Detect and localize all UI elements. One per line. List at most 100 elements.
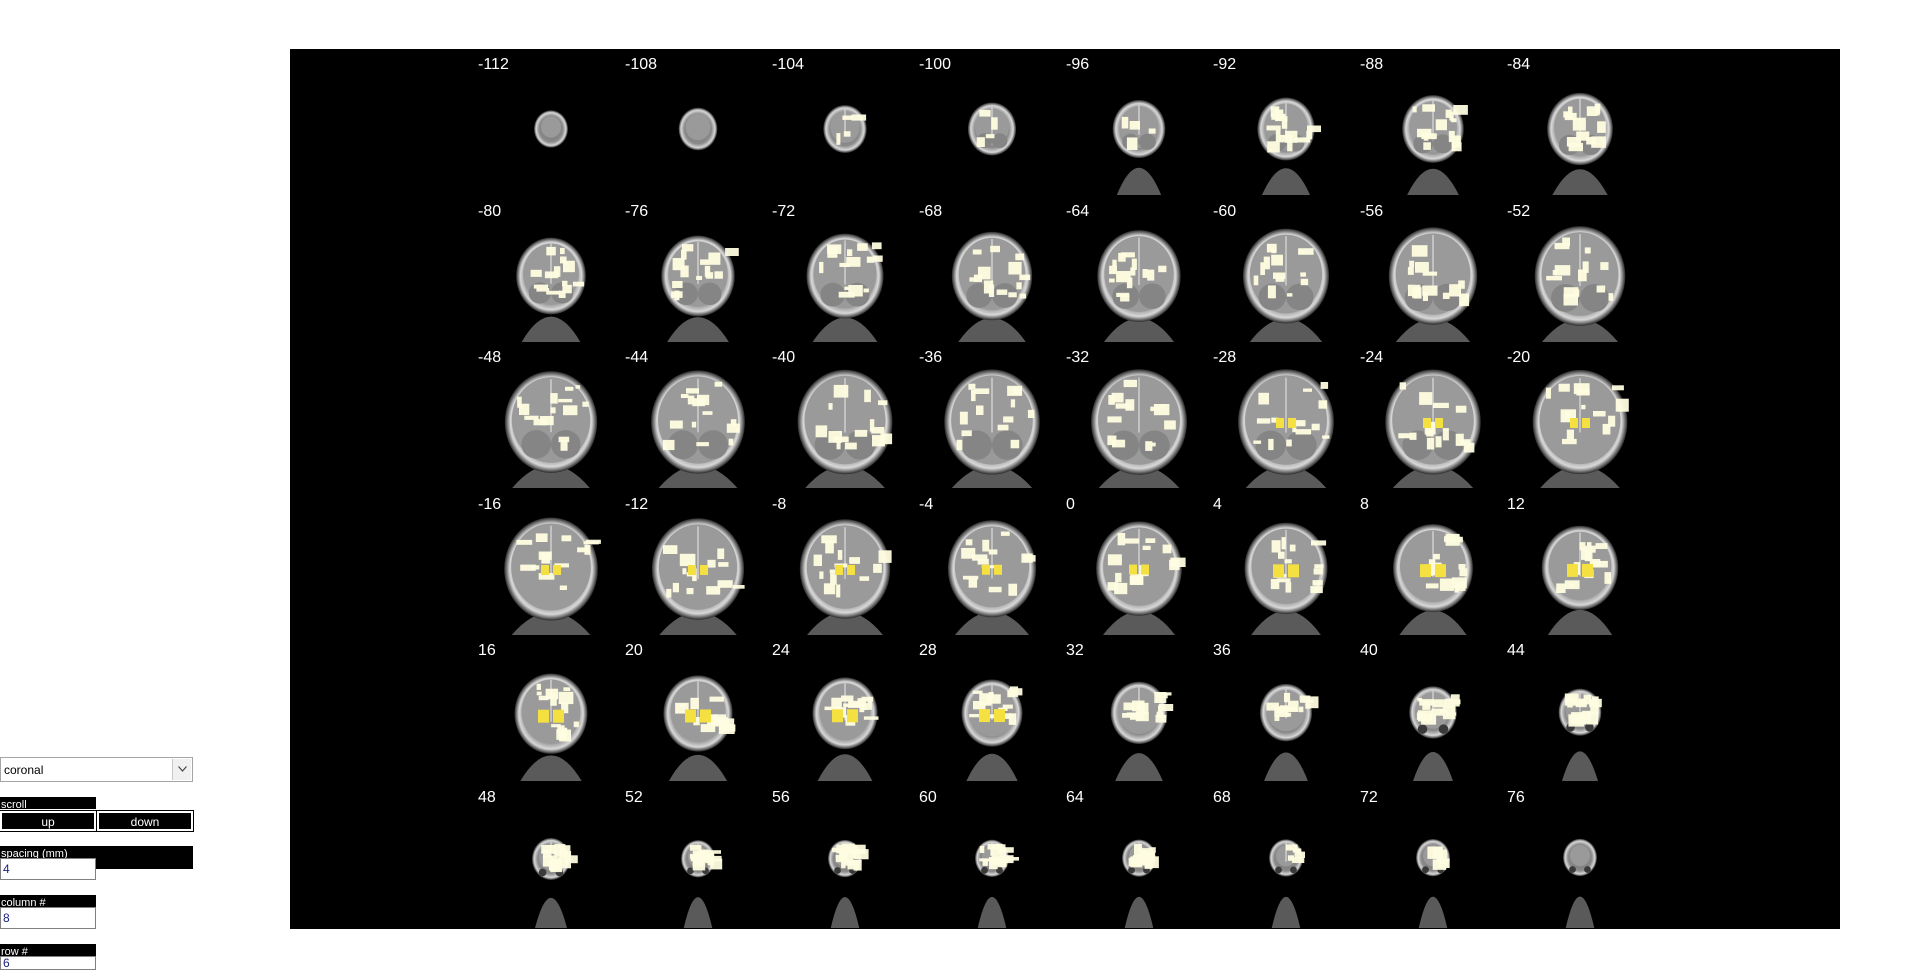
brain-slice[interactable]: 20 <box>625 635 772 781</box>
slice-coordinate-label: -88 <box>1360 57 1383 73</box>
slice-coordinate-label: -72 <box>772 204 795 220</box>
scroll-up-button[interactable]: up <box>0 811 96 831</box>
scroll-down-button[interactable]: down <box>97 811 193 831</box>
brain-slice[interactable]: -80 <box>478 196 625 342</box>
brain-slice[interactable]: 36 <box>1213 635 1360 781</box>
slice-coordinate-label: 44 <box>1507 643 1525 659</box>
brain-slice[interactable]: 64 <box>1066 782 1213 928</box>
brain-slice[interactable]: 0 <box>1066 489 1213 635</box>
slice-coordinate-label: 36 <box>1213 643 1231 659</box>
brain-slice-image <box>1213 489 1360 635</box>
slice-coordinate-label: -60 <box>1213 204 1236 220</box>
brain-slice-image <box>478 782 625 928</box>
brain-slice[interactable]: -84 <box>1507 49 1654 195</box>
slice-coordinate-label: -64 <box>1066 204 1089 220</box>
slice-coordinate-label: -76 <box>625 204 648 220</box>
slice-coordinate-label: 52 <box>625 790 643 806</box>
slice-coordinate-label: 68 <box>1213 790 1231 806</box>
slice-coordinate-label: -108 <box>625 57 657 73</box>
brain-slice[interactable]: -100 <box>919 49 1066 195</box>
brain-slice[interactable]: -112 <box>478 49 625 195</box>
brain-slice[interactable]: 40 <box>1360 635 1507 781</box>
brain-slice[interactable]: 68 <box>1213 782 1360 928</box>
brain-slice[interactable]: 44 <box>1507 635 1654 781</box>
brain-slice-image <box>919 635 1066 781</box>
column-count-input[interactable] <box>0 907 96 929</box>
brain-slice[interactable]: -32 <box>1066 342 1213 488</box>
brain-slice[interactable]: -92 <box>1213 49 1360 195</box>
brain-slice-image <box>1507 489 1654 635</box>
slice-coordinate-label: -12 <box>625 497 648 513</box>
brain-slice[interactable]: -48 <box>478 342 625 488</box>
slice-coordinate-label: 28 <box>919 643 937 659</box>
brain-slice[interactable]: 32 <box>1066 635 1213 781</box>
slice-coordinate-label: 56 <box>772 790 790 806</box>
slice-coordinate-label: -20 <box>1507 350 1530 366</box>
brain-slice[interactable]: -108 <box>625 49 772 195</box>
brain-slice-image <box>1066 635 1213 781</box>
brain-slice[interactable]: -76 <box>625 196 772 342</box>
brain-slice[interactable]: -16 <box>478 489 625 635</box>
brain-slice-image <box>625 782 772 928</box>
brain-slice[interactable]: 24 <box>772 635 919 781</box>
spacing-input[interactable] <box>0 858 96 880</box>
slice-coordinate-label: -24 <box>1360 350 1383 366</box>
view-select-value: coronal <box>4 763 43 777</box>
slice-coordinate-label: -32 <box>1066 350 1089 366</box>
brain-slice[interactable]: 56 <box>772 782 919 928</box>
brain-slice[interactable]: 16 <box>478 635 625 781</box>
brain-slice-image <box>772 489 919 635</box>
slice-coordinate-label: -112 <box>478 57 509 73</box>
brain-slice-image <box>478 635 625 781</box>
slice-coordinate-label: 12 <box>1507 497 1525 513</box>
slice-coordinate-label: 48 <box>478 790 496 806</box>
slice-coordinate-label: -92 <box>1213 57 1236 73</box>
slice-coordinate-label: -84 <box>1507 57 1530 73</box>
brain-slice[interactable]: -72 <box>772 196 919 342</box>
brain-slice[interactable]: -104 <box>772 49 919 195</box>
brain-slice[interactable]: 12 <box>1507 489 1654 635</box>
brain-slice-image <box>772 635 919 781</box>
brain-slice[interactable]: -68 <box>919 196 1066 342</box>
brain-slice[interactable]: -52 <box>1507 196 1654 342</box>
brain-slice[interactable]: -28 <box>1213 342 1360 488</box>
slice-viewer[interactable]: -112 -108 -104 -100 -96 -92 -88 -84 -80 -76 -72 -68… <box>290 49 1840 929</box>
row-count-label: row # <box>0 944 96 956</box>
brain-slice[interactable]: 48 <box>478 782 625 928</box>
brain-slice[interactable]: -56 <box>1360 196 1507 342</box>
brain-slice[interactable]: -20 <box>1507 342 1654 488</box>
brain-slice-image <box>1507 782 1654 928</box>
brain-slice-image <box>1213 782 1360 928</box>
slice-coordinate-label: 40 <box>1360 643 1378 659</box>
row-count-input[interactable] <box>0 956 96 970</box>
brain-slice[interactable]: 4 <box>1213 489 1360 635</box>
slice-coordinate-label: -104 <box>772 57 804 73</box>
brain-slice[interactable]: -12 <box>625 489 772 635</box>
brain-slice[interactable]: -60 <box>1213 196 1360 342</box>
brain-slice[interactable]: 52 <box>625 782 772 928</box>
brain-slice[interactable]: -64 <box>1066 196 1213 342</box>
slice-coordinate-label: 64 <box>1066 790 1084 806</box>
view-select[interactable]: coronal <box>0 757 193 782</box>
column-count-label: column # <box>0 895 96 907</box>
slice-grid: -112 -108 -104 -100 -96 -92 -88 -84 -80 -76 -72 -68… <box>478 49 1654 929</box>
slice-coordinate-label: 32 <box>1066 643 1084 659</box>
brain-slice[interactable]: -44 <box>625 342 772 488</box>
brain-slice[interactable]: -8 <box>772 489 919 635</box>
brain-slice[interactable]: 76 <box>1507 782 1654 928</box>
brain-slice-image <box>772 782 919 928</box>
slice-coordinate-label: 60 <box>919 790 937 806</box>
brain-slice[interactable]: 28 <box>919 635 1066 781</box>
chevron-down-icon[interactable] <box>172 759 191 780</box>
brain-slice[interactable]: 72 <box>1360 782 1507 928</box>
brain-slice[interactable]: -40 <box>772 342 919 488</box>
brain-slice-image <box>625 635 772 781</box>
brain-slice[interactable]: -88 <box>1360 49 1507 195</box>
brain-slice[interactable]: -24 <box>1360 342 1507 488</box>
brain-slice[interactable]: -4 <box>919 489 1066 635</box>
brain-slice[interactable]: -96 <box>1066 49 1213 195</box>
brain-slice[interactable]: 8 <box>1360 489 1507 635</box>
slice-coordinate-label: -100 <box>919 57 951 73</box>
brain-slice[interactable]: -36 <box>919 342 1066 488</box>
brain-slice[interactable]: 60 <box>919 782 1066 928</box>
